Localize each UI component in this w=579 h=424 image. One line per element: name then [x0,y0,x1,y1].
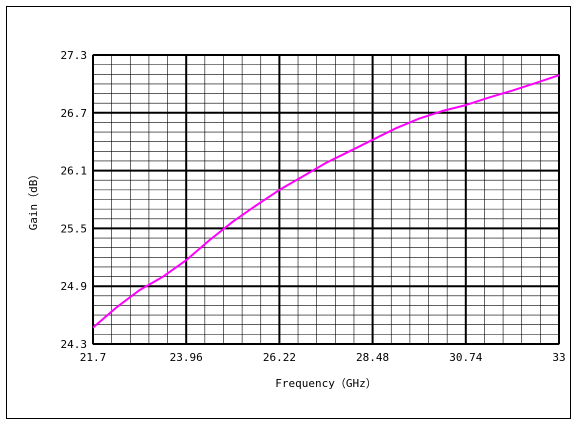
y-tick-label: 26.1 [61,165,88,178]
chart-frame [6,6,571,419]
y-tick-label: 26.7 [61,107,88,120]
x-tick-label: 33 [552,351,565,364]
x-tick-label: 28.48 [356,351,389,364]
y-tick-label: 24.3 [61,338,88,351]
x-tick-label: 23.96 [170,351,203,364]
y-tick-label: 25.5 [61,222,88,235]
plot-area-border [92,54,560,345]
x-tick-label: 21.7 [80,351,107,364]
y-tick-label: 27.3 [61,49,88,62]
y-axis-title: Gain（dB） [27,169,40,231]
series-layer [92,74,560,329]
y-tick-label: 24.9 [61,280,88,293]
gain-series-line [92,74,560,329]
x-axis-title: Frequency（GHz） [275,377,376,390]
x-tick-labels: 21.7 23.96 26.22 28.48 30.74 33 [80,351,566,364]
x-tick-label: 26.22 [263,351,296,364]
x-tick-label: 30.74 [449,351,482,364]
y-tick-labels: 24.3 24.9 25.5 26.1 26.7 27.3 [61,49,88,351]
